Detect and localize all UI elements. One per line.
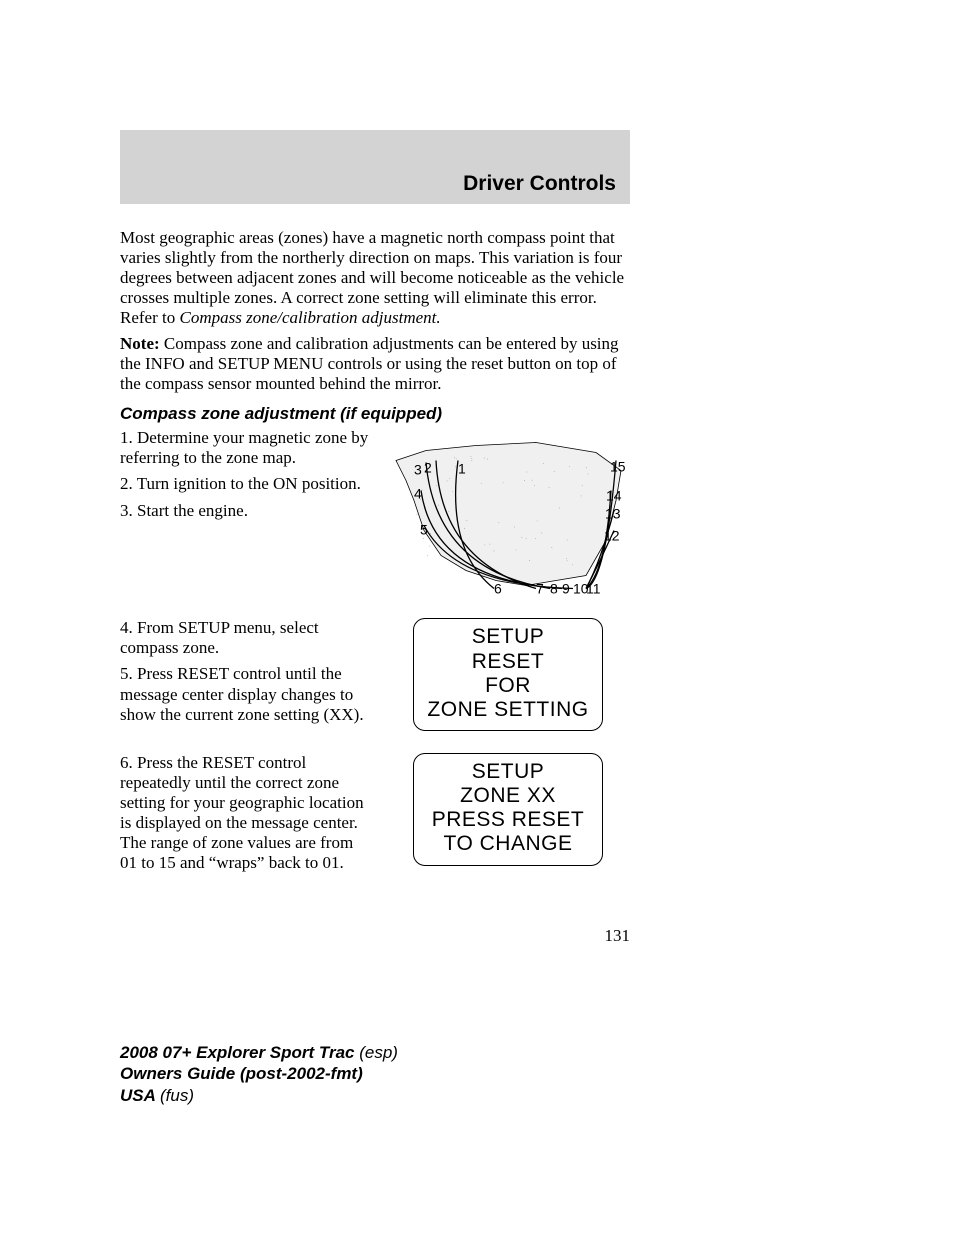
step-3: 3. Start the engine. xyxy=(120,501,374,521)
footer-line-2: Owners Guide (post-2002-fmt) xyxy=(120,1063,398,1084)
section-header-bar: Driver Controls xyxy=(120,130,630,204)
display1-line2: RESET xyxy=(414,650,602,674)
message-center-display-1: SETUP RESET FOR ZONE SETTING xyxy=(413,618,603,731)
footer-line-1: 2008 07+ Explorer Sport Trac (esp) xyxy=(120,1042,398,1063)
note-paragraph: Note: Compass zone and calibration adjus… xyxy=(120,334,630,394)
svg-text:5: 5 xyxy=(420,522,428,538)
display1-line4: ZONE SETTING xyxy=(414,698,602,722)
footer-code-2: (fus) xyxy=(160,1086,194,1105)
step-4: 4. From SETUP menu, select compass zone. xyxy=(120,618,374,658)
svg-text:3: 3 xyxy=(414,462,422,478)
display2-line2: ZONE XX xyxy=(414,784,602,808)
note-text: Compass zone and calibration adjustments… xyxy=(120,334,619,393)
svg-text:15: 15 xyxy=(610,459,626,475)
footer-model: 2008 07+ Explorer Sport Trac xyxy=(120,1043,359,1062)
intro-paragraph: Most geographic areas (zones) have a mag… xyxy=(120,228,630,328)
zone-map-container: 123456789101112131415 xyxy=(386,428,630,608)
svg-text:9: 9 xyxy=(562,581,570,597)
step-6: 6. Press the RESET control repeatedly un… xyxy=(120,753,374,873)
subheading: Compass zone adjustment (if equipped) xyxy=(120,404,630,424)
page-number: 131 xyxy=(120,926,630,946)
svg-text:6: 6 xyxy=(494,581,502,597)
svg-text:7: 7 xyxy=(536,581,544,597)
svg-text:8: 8 xyxy=(550,581,558,597)
svg-text:11: 11 xyxy=(586,581,601,597)
display2-line1: SETUP xyxy=(414,760,602,784)
footer-code-1: (esp) xyxy=(359,1043,398,1062)
intro-reference: Compass zone/calibration adjustment. xyxy=(179,308,440,327)
step-6-row: 6. Press the RESET control repeatedly un… xyxy=(120,753,630,879)
svg-text:13: 13 xyxy=(605,506,621,522)
step-5: 5. Press RESET control until the message… xyxy=(120,664,374,724)
display-1-container: SETUP RESET FOR ZONE SETTING xyxy=(386,618,630,731)
footer-block: 2008 07+ Explorer Sport Trac (esp) Owner… xyxy=(120,1042,398,1106)
display2-line3: PRESS RESET xyxy=(414,808,602,832)
display1-line3: FOR xyxy=(414,674,602,698)
zone-map-diagram: 123456789101112131415 xyxy=(386,428,630,608)
steps-4-5-text: 4. From SETUP menu, select compass zone.… xyxy=(120,618,374,730)
step-1: 1. Determine your magnetic zone by refer… xyxy=(120,428,374,468)
footer-line-3: USA (fus) xyxy=(120,1085,398,1106)
display1-line1: SETUP xyxy=(414,625,602,649)
message-center-display-2: SETUP ZONE XX PRESS RESET TO CHANGE xyxy=(413,753,603,866)
steps-1-3-text: 1. Determine your magnetic zone by refer… xyxy=(120,428,374,526)
display2-line4: TO CHANGE xyxy=(414,832,602,856)
note-label: Note: xyxy=(120,334,160,353)
svg-text:12: 12 xyxy=(604,528,620,544)
svg-text:1: 1 xyxy=(458,461,466,477)
footer-guide: Owners Guide (post-2002-fmt) xyxy=(120,1064,363,1083)
step-2: 2. Turn ignition to the ON position. xyxy=(120,474,374,494)
svg-text:2: 2 xyxy=(424,460,432,476)
footer-region: USA xyxy=(120,1086,160,1105)
section-title: Driver Controls xyxy=(463,172,616,196)
display-2-container: SETUP ZONE XX PRESS RESET TO CHANGE xyxy=(386,753,630,866)
svg-text:14: 14 xyxy=(606,488,622,504)
steps-4-5-row: 4. From SETUP menu, select compass zone.… xyxy=(120,618,630,731)
svg-text:4: 4 xyxy=(414,486,422,502)
steps-1-3-row: 1. Determine your magnetic zone by refer… xyxy=(120,428,630,608)
content-area: Most geographic areas (zones) have a mag… xyxy=(120,228,630,879)
step-6-text: 6. Press the RESET control repeatedly un… xyxy=(120,753,374,879)
